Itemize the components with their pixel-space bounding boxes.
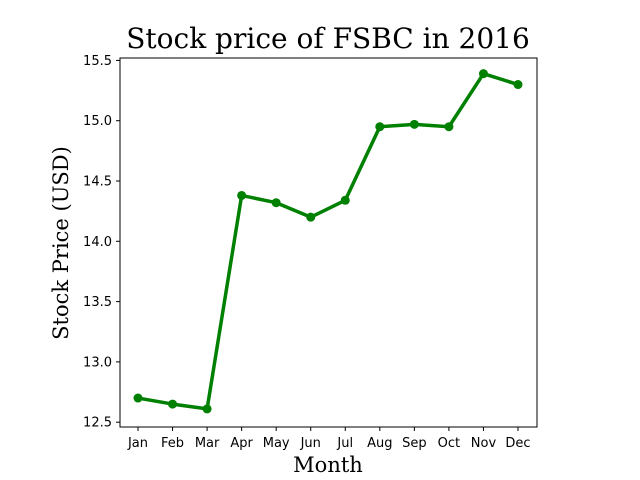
x-axis-label: Month xyxy=(293,453,363,477)
data-point-jan xyxy=(133,393,143,403)
x-tick-label: Feb xyxy=(161,436,184,451)
x-tick-label: Jun xyxy=(300,436,321,451)
data-point-jul xyxy=(340,195,350,205)
data-point-jun xyxy=(306,212,316,222)
y-tick-label: 15.0 xyxy=(83,114,112,129)
data-point-sep xyxy=(409,119,419,129)
x-tick-label: Dec xyxy=(505,436,530,451)
x-tick-label: Sep xyxy=(402,436,427,451)
x-tick-label: May xyxy=(263,436,290,451)
series-line xyxy=(137,71,519,411)
y-axis-ticks: 12.5 13.0 13.5 14.0 14.5 15.0 15.5 xyxy=(83,54,120,431)
y-tick-label: 12.5 xyxy=(83,416,112,431)
x-tick-label: Oct xyxy=(438,436,460,451)
y-tick-label: 14.5 xyxy=(83,175,112,190)
data-point-feb xyxy=(168,399,178,409)
y-axis-label: Stock Price (USD) xyxy=(49,146,73,340)
chart-title: Stock price of FSBC in 2016 xyxy=(126,22,530,55)
data-point-aug xyxy=(375,122,385,132)
data-point-may xyxy=(271,198,281,208)
data-point-mar xyxy=(202,404,212,414)
data-point-apr xyxy=(237,190,247,200)
x-tick-label: Apr xyxy=(230,436,253,451)
x-axis-ticks: Jan Feb Mar Apr May Jun Jul Aug Sep Oct Nov Dec xyxy=(127,427,531,451)
series-markers xyxy=(133,69,523,414)
plot-frame xyxy=(119,57,538,428)
x-tick-label: Nov xyxy=(471,436,497,451)
y-tick-label: 13.5 xyxy=(83,295,112,310)
x-tick-label: Aug xyxy=(367,436,392,451)
y-tick-label: 15.5 xyxy=(83,54,112,69)
x-tick-label: Mar xyxy=(195,436,220,451)
y-tick-label: 13.0 xyxy=(83,355,112,370)
data-point-nov xyxy=(478,69,488,79)
x-tick-label: Jan xyxy=(127,436,148,451)
y-tick-label: 14.0 xyxy=(83,235,112,250)
data-point-dec xyxy=(513,80,523,90)
data-point-oct xyxy=(444,122,454,132)
x-tick-label: Jul xyxy=(336,436,353,451)
